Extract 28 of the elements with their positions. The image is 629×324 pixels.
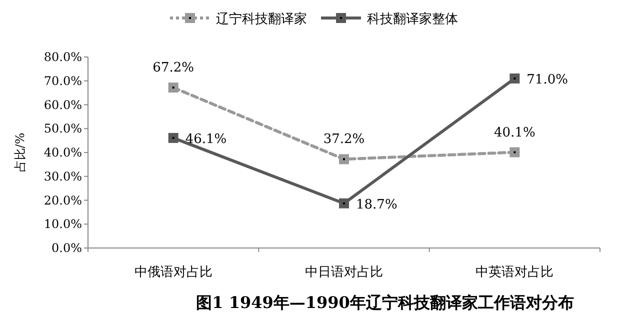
point — [510, 73, 520, 84]
y-tick-label: 0.0% — [52, 241, 82, 255]
data-label: 67.2% — [152, 60, 194, 76]
data-label: 40.1% — [494, 125, 536, 140]
y-axis-title: 占比/% — [13, 132, 27, 172]
legend-label: 科技翻译家整体 — [367, 11, 458, 27]
y-tick-label: 60.0% — [44, 98, 82, 112]
data-label: 18.7% — [356, 197, 398, 212]
point — [339, 154, 349, 164]
point — [168, 82, 178, 93]
legend-label: 辽宁科技翻译家 — [216, 11, 307, 27]
y-tick-label: 70.0% — [44, 74, 82, 88]
x-tick-label: 中日语对占比 — [305, 265, 383, 280]
y-tick-label: 20.0% — [44, 193, 82, 208]
point — [510, 147, 520, 158]
data-label: 71.0% — [526, 72, 568, 88]
y-tick-label: 40.0% — [44, 146, 82, 160]
y-tick-label: 80.0% — [44, 50, 82, 64]
y-tick-label: 10.0% — [44, 217, 82, 232]
point — [339, 198, 349, 208]
x-tick-label: 中俄语对占比 — [134, 265, 212, 280]
data-label: 46.1% — [185, 132, 227, 147]
x-tick-label: 中英语对占比 — [476, 265, 554, 280]
y-tick-label: 30.0% — [44, 169, 82, 184]
data-label: 37.2% — [323, 132, 365, 148]
y-tick-label: 50.0% — [44, 122, 82, 136]
text: 图1 1949年—1990年辽宁科技翻译家工作语对分布 — [196, 293, 574, 312]
point — [168, 132, 178, 143]
